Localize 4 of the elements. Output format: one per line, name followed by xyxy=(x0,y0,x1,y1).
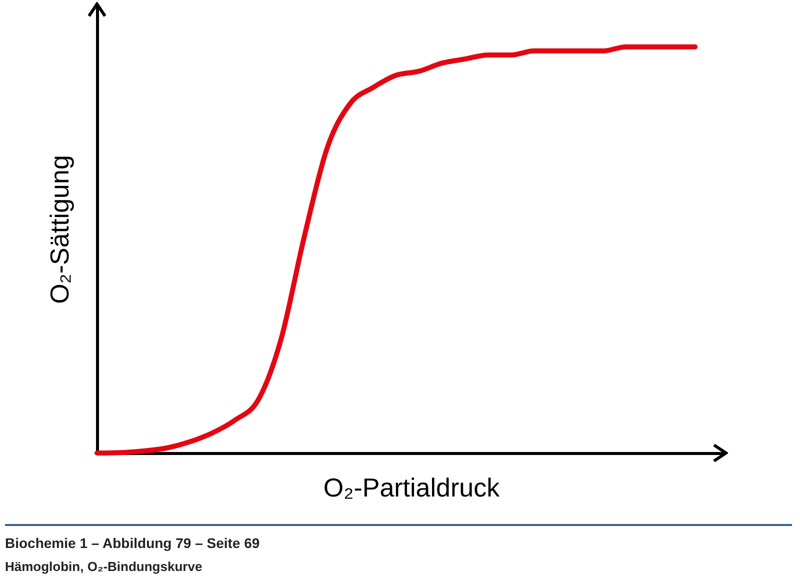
x-axis-title: O₂-Partialdruck xyxy=(323,472,501,502)
text: Hämoglobin, O₂-Bindungskurve xyxy=(5,559,202,574)
y-axis-title: O₂-Sättigung xyxy=(44,155,74,304)
text: Biochemie 1 – Abbildung 79 – Seite 69 xyxy=(5,535,260,551)
